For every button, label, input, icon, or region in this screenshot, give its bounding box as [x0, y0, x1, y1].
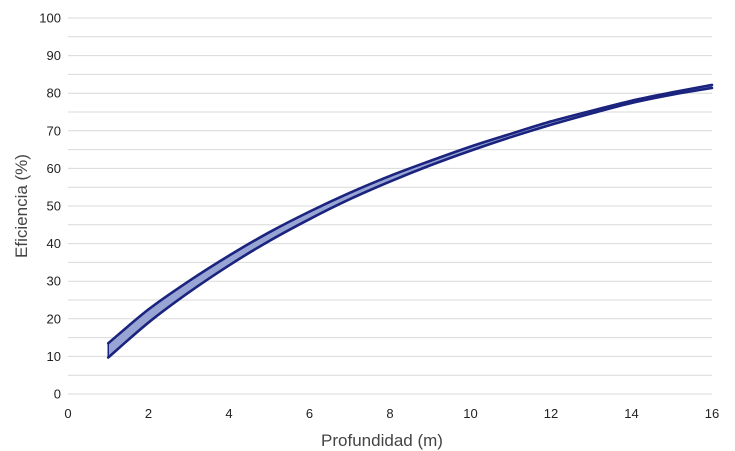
series-lines [106, 83, 714, 359]
y-axis-title: Eficiencia (%) [12, 154, 31, 258]
y-tick-label: 40 [47, 236, 61, 251]
y-tick-labels: 0 10 20 30 40 50 60 70 80 90 100 [39, 11, 61, 402]
x-tick-label: 2 [145, 406, 152, 421]
x-tick-label: 0 [64, 406, 71, 421]
x-tick-label: 10 [463, 406, 477, 421]
x-tick-label: 14 [624, 406, 638, 421]
x-axis-title: Profundidad (m) [321, 431, 443, 450]
x-tick-label: 16 [705, 406, 719, 421]
y-tick-label: 50 [47, 199, 61, 214]
y-tick-label: 10 [47, 349, 61, 364]
y-tick-label: 100 [39, 11, 61, 26]
band-area [108, 84, 712, 358]
gridlines [68, 17, 712, 395]
x-tick-label: 12 [544, 406, 558, 421]
y-tick-label: 80 [47, 86, 61, 101]
y-tick-label: 20 [47, 311, 61, 326]
y-tick-label: 0 [54, 387, 61, 402]
series-line-lower [106, 86, 714, 359]
y-tick-label: 90 [47, 48, 61, 63]
x-tick-label: 6 [306, 406, 313, 421]
band-fill [108, 84, 712, 358]
x-tick-label: 4 [225, 406, 232, 421]
y-tick-label: 60 [47, 161, 61, 176]
series-line-upper [106, 83, 714, 345]
x-tick-label: 8 [386, 406, 393, 421]
y-tick-label: 70 [47, 123, 61, 138]
y-tick-label: 30 [47, 274, 61, 289]
x-tick-labels: 0 2 4 6 8 10 12 14 16 [64, 406, 719, 421]
